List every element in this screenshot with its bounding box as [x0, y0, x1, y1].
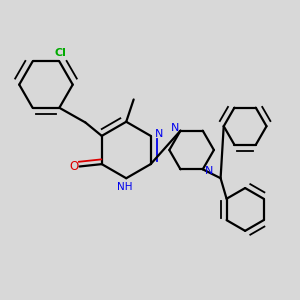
Text: N: N — [155, 129, 163, 140]
Text: N: N — [171, 123, 179, 133]
Text: NH: NH — [117, 182, 133, 192]
Text: N: N — [205, 166, 213, 176]
Text: O: O — [70, 160, 79, 173]
Text: Cl: Cl — [55, 48, 67, 58]
